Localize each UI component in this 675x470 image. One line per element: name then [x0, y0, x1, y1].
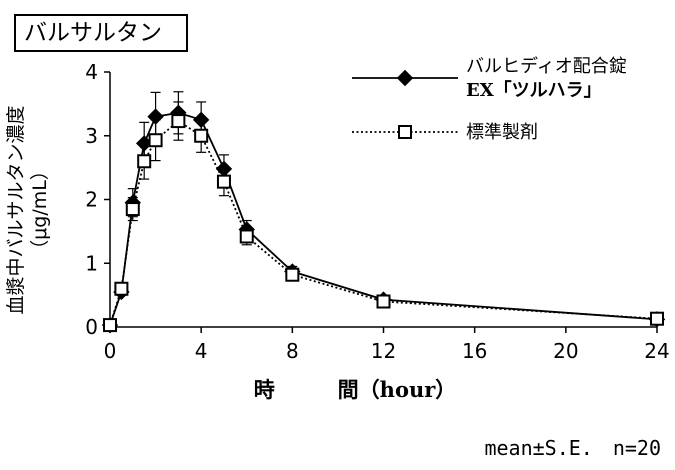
legend-label: 標準製剤 [466, 122, 538, 143]
y-tick-label: 1 [85, 251, 98, 275]
series-line [109, 119, 658, 326]
y-tick-label: 2 [85, 188, 98, 212]
data-point [114, 281, 129, 296]
y-tick-label: 0 [85, 315, 98, 339]
data-point [376, 294, 391, 309]
x-tick-label: 0 [104, 339, 117, 363]
x-tick-label: 24 [644, 339, 669, 363]
y-tick-label: 4 [85, 60, 98, 84]
legend-marker [398, 125, 412, 139]
x-tick-label: 20 [553, 339, 578, 363]
axes [104, 71, 658, 333]
data-point [171, 114, 186, 129]
legend-label: EX「ツルハラ」 [466, 79, 602, 101]
x-tick-label: 8 [286, 339, 299, 363]
legend-item: 標準製剤 [352, 122, 538, 143]
data-point [194, 128, 209, 143]
legend-label: バルヒディオ配合錠 [466, 56, 627, 77]
x-axis-label: 時 間（hour） [254, 377, 457, 402]
chart-title: バルサルタン [14, 14, 188, 52]
y-tick-label: 3 [85, 124, 98, 148]
data-point [137, 154, 152, 169]
x-tick-label: 4 [195, 339, 208, 363]
y-axis-label: 血漿中バルサルタン濃度 [5, 105, 27, 314]
series-reference-product [103, 101, 664, 333]
legend-marker [396, 69, 414, 87]
data-point [148, 133, 163, 148]
series-layer [101, 91, 666, 334]
x-tick-label: 12 [371, 339, 396, 363]
data-point [285, 267, 300, 282]
data-point [103, 318, 117, 333]
y-axis-unit: （μg/mL） [29, 161, 51, 259]
footnote-statistics: mean±S.E. n=20 [484, 436, 661, 460]
x-tick-label: 16 [462, 339, 487, 363]
data-point [125, 202, 140, 217]
data-point [650, 311, 664, 326]
data-point [216, 174, 231, 189]
data-point [239, 229, 254, 244]
